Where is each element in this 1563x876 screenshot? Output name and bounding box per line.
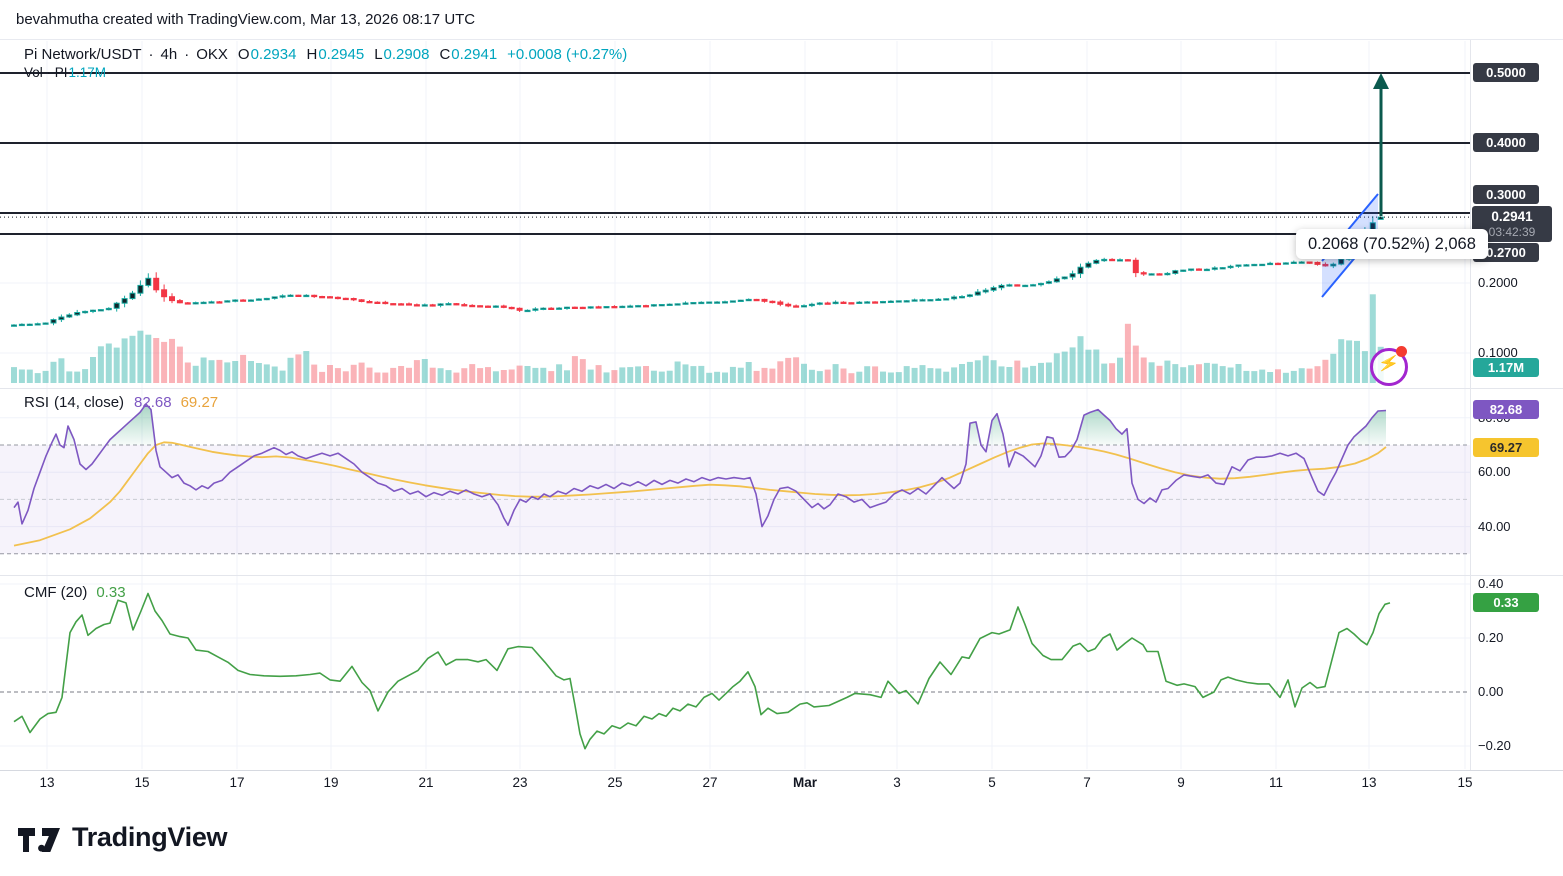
low-label: L (374, 46, 383, 63)
time-axis-label: 13 (39, 775, 55, 790)
price-level-badge: 0.5000 (1473, 63, 1539, 82)
volume-badge: 1.17M (1473, 358, 1539, 377)
attribution-banner: bevahmutha created with TradingView.com,… (0, 0, 1563, 40)
exchange-label: OKX (196, 46, 228, 63)
price-level-badge: 0.2700 (1473, 243, 1539, 262)
rsi-value-badge: 82.68 (1473, 400, 1539, 419)
cmf-title[interactable]: CMF (20) (24, 584, 88, 601)
bar-countdown: 03:42:39 (1488, 225, 1536, 239)
time-axis-label: 15 (1457, 775, 1473, 790)
time-axis-label: 27 (702, 775, 718, 790)
rsi-pane (0, 403, 1470, 555)
symbol-name[interactable]: Pi Network/USDT (24, 46, 142, 63)
time-axis-label: 21 (418, 775, 434, 790)
drawing-arrow-up (1373, 73, 1389, 216)
tradingview-mark-icon (18, 827, 60, 852)
time-axis-label: Mar (792, 775, 818, 790)
rsi-scale-label: 60.00 (1478, 464, 1511, 479)
time-axis-label: 3 (893, 775, 901, 790)
cmf-scale-label: −0.20 (1478, 738, 1511, 753)
time-axis-label: 7 (1083, 775, 1091, 790)
legend-separator: · (148, 46, 154, 63)
volume-bars (11, 294, 1384, 383)
cmf-value: 0.33 (96, 584, 126, 601)
candles (11, 216, 1384, 327)
price-level-badge: 0.4000 (1473, 133, 1539, 152)
time-axis-label: 19 (323, 775, 339, 790)
high-value: 0.2945 (318, 46, 365, 63)
horizontal-level-lines (0, 72, 1470, 235)
rsi-scale-label: 40.00 (1478, 519, 1511, 534)
cmf-value-badge: 0.33 (1473, 593, 1539, 612)
rsi-value: 82.68 (134, 394, 172, 411)
close-label: C (439, 46, 451, 63)
low-value: 0.2908 (383, 46, 430, 63)
time-axis-label: 15 (134, 775, 150, 790)
legend-separator: · (184, 46, 190, 63)
time-axis-label: 17 (229, 775, 245, 790)
tradingview-wordmark: TradingView (72, 822, 228, 852)
rsi-legend[interactable]: RSI (14, close) 82.68 69.27 (24, 394, 218, 411)
cmf-scale-label: 0.40 (1478, 576, 1504, 591)
chart-canvas[interactable] (0, 40, 1563, 800)
flash-reaction-button[interactable]: ⚡ (1368, 346, 1408, 386)
gridlines (0, 41, 1470, 769)
measure-text: 0.2068 (70.52%) 2,068 (1308, 235, 1476, 253)
time-axis-label: 13 (1361, 775, 1377, 790)
cmf-legend[interactable]: CMF (20) 0.33 (24, 584, 126, 601)
price-scale-label: 0.2000 (1478, 275, 1518, 290)
time-axis-label: 11 (1268, 775, 1284, 790)
rsi-value-badge: 69.27 (1473, 438, 1539, 457)
time-axis-label: 25 (607, 775, 623, 790)
measure-tooltip: 0.2068 (70.52%) 2,068 (1296, 229, 1488, 259)
volume-value: 1.17M (68, 65, 107, 80)
cmf-pane (0, 592, 1470, 750)
close-value: 0.2941 (451, 46, 498, 63)
current-price: 0.2941 (1491, 209, 1533, 224)
notification-dot (1396, 346, 1407, 357)
volume-label: Vol · PI (24, 65, 68, 80)
interval-label[interactable]: 4h (160, 46, 178, 63)
rsi-ma-value: 69.27 (180, 394, 219, 411)
symbol-legend[interactable]: Pi Network/USDT · 4h · OKX O 0.2934 H 0.… (24, 46, 627, 63)
open-label: O (237, 46, 250, 63)
time-axis-label: 9 (1177, 775, 1185, 790)
open-value: 0.2934 (250, 46, 297, 63)
cmf-scale-label: 0.20 (1478, 630, 1504, 645)
cmf-scale-label: 0.00 (1478, 684, 1504, 699)
time-axis-label: 23 (512, 775, 528, 790)
time-axis-label: 5 (988, 775, 996, 790)
rsi-params: (14, close) (54, 394, 125, 411)
volume-legend[interactable]: Vol · PI 1.17M (24, 65, 106, 80)
attribution-text: bevahmutha created with TradingView.com,… (16, 11, 476, 28)
price-scale-label: 0.1000 (1478, 345, 1518, 360)
change-value: +0.0008 (+0.27%) (507, 46, 628, 63)
high-label: H (306, 46, 318, 63)
pane-separators (0, 40, 1563, 771)
rsi-title[interactable]: RSI (24, 394, 50, 411)
tradingview-logo[interactable]: TradingView (16, 822, 228, 853)
price-level-badge: 0.3000 (1473, 185, 1539, 204)
